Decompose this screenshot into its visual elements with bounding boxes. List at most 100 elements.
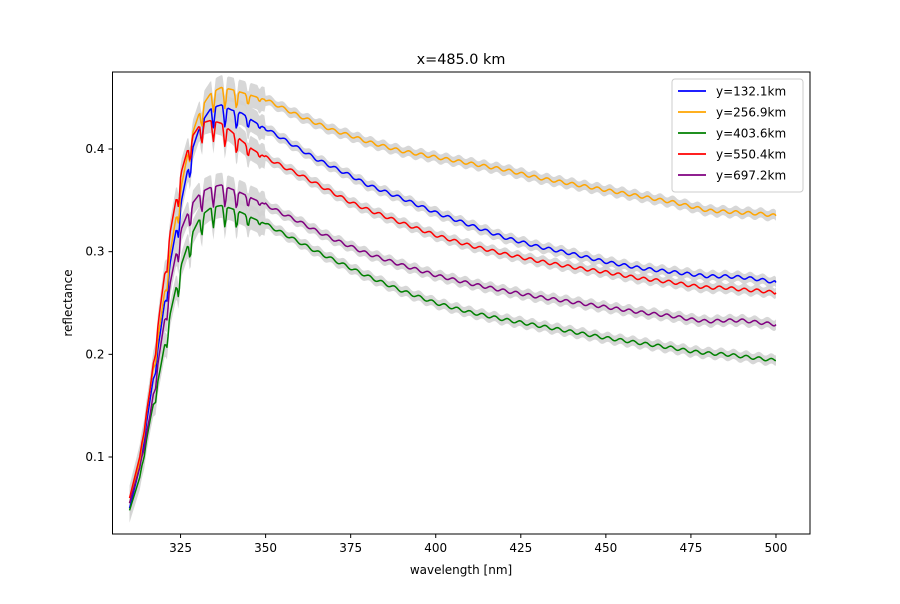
point-y-550-4km-440	[571, 266, 572, 267]
y-tick-label-0-4: 0.4	[85, 142, 104, 156]
point-y-256-9km-350	[265, 99, 266, 100]
axes-frame	[112, 71, 811, 535]
point-y-132-1km-340	[231, 109, 232, 110]
point-y-256-9km-460	[639, 196, 640, 197]
point-y-132-1km-360	[299, 148, 300, 149]
x-tick-label-500: 500	[765, 541, 788, 555]
point-y-550-4km-450	[605, 272, 606, 273]
x-axis-label: wavelength [nm]	[410, 563, 512, 577]
point-y-132-1km-355	[282, 138, 283, 139]
point-y-132-1km-500	[775, 282, 776, 283]
point-y-403-6km-334	[211, 207, 212, 208]
y-tick-label-0-2: 0.2	[85, 347, 104, 361]
point-y-132-1km-350	[265, 128, 266, 129]
point-y-550-4km-360	[299, 174, 300, 175]
point-y-697-2km-331	[200, 192, 201, 193]
point-y-132-1km-346	[251, 120, 252, 121]
point-y-697-2km-310	[129, 503, 130, 504]
series-line-y-132-1km	[128, 104, 777, 509]
point-y-403-6km-430	[537, 325, 538, 326]
point-y-256-9km-346	[251, 95, 252, 96]
point-y-697-2km-322	[170, 282, 171, 283]
point-y-256-9km-370	[333, 130, 334, 131]
point-y-550-4km-337	[221, 123, 222, 124]
y-axis-label: reflectance	[61, 269, 75, 336]
point-y-132-1km-337	[221, 104, 222, 105]
point-y-256-9km-420	[503, 169, 504, 170]
point-y-550-4km-380	[367, 209, 368, 210]
point-y-403-6km-475	[690, 351, 691, 352]
point-y-403-6km-410	[469, 312, 470, 313]
point-y-550-4km-365	[316, 183, 317, 184]
point-y-550-4km-343	[241, 140, 242, 141]
point-y-697-2km-500	[775, 324, 776, 325]
point-y-132-1km-370	[333, 167, 334, 168]
point-y-550-4km-340	[231, 131, 232, 132]
band-y-403-6km	[129, 193, 776, 523]
point-y-132-1km-480	[707, 276, 708, 277]
point-y-697-2km-360	[299, 221, 300, 222]
point-y-550-4km-470	[673, 282, 674, 283]
point-y-550-4km-480	[707, 287, 708, 288]
point-y-697-2km-365	[316, 231, 317, 232]
point-y-550-4km-390	[401, 222, 402, 223]
legend: y=132.1km y=256.9km y=403.6km y=550.4km y=69…	[671, 78, 804, 193]
point-y-256-9km-440	[571, 183, 572, 184]
point-y-697-2km-316	[149, 415, 150, 416]
point-y-403-6km-322	[170, 313, 171, 314]
point-y-550-4km-490	[741, 289, 742, 290]
point-y-132-1km-380	[367, 184, 368, 185]
point-y-697-2km-410	[469, 283, 470, 284]
point-y-256-9km-380	[367, 141, 368, 142]
point-y-256-9km-400	[435, 157, 436, 158]
point-y-550-4km-310	[129, 497, 130, 498]
point-y-403-6km-490	[741, 356, 742, 357]
point-y-256-9km-334	[211, 92, 212, 93]
x-axis: 325 350 375 400 425 450 475 500	[169, 534, 787, 555]
legend-box	[671, 78, 804, 193]
point-y-403-6km-380	[367, 276, 368, 277]
point-y-550-4km-350	[265, 157, 266, 158]
point-y-132-1km-322	[170, 261, 171, 262]
point-y-550-4km-500	[775, 292, 776, 293]
y-axis: 0.1 0.2 0.3 0.4	[85, 142, 113, 464]
point-y-697-2km-380	[367, 253, 368, 254]
point-y-403-6km-328	[190, 236, 191, 237]
point-y-697-2km-450	[605, 307, 606, 308]
point-y-697-2km-340	[231, 188, 232, 189]
point-y-403-6km-485	[724, 354, 725, 355]
point-y-550-4km-355	[282, 166, 283, 167]
point-y-256-9km-470	[673, 202, 674, 203]
point-y-403-6km-337	[221, 205, 222, 206]
y-tick-label-0-3: 0.3	[85, 245, 104, 259]
point-y-256-9km-410	[469, 163, 470, 164]
point-y-403-6km-310	[129, 510, 130, 511]
point-y-550-4km-430	[537, 260, 538, 261]
point-y-550-4km-410	[469, 245, 470, 246]
x-tick-label-425: 425	[509, 541, 532, 555]
point-y-132-1km-430	[537, 246, 538, 247]
series-lines	[128, 86, 777, 511]
x-tick-label-375: 375	[339, 541, 362, 555]
point-y-550-4km-322	[170, 231, 171, 232]
point-y-256-9km-475	[690, 206, 691, 207]
point-y-550-4km-346	[251, 148, 252, 149]
x-tick-label-475: 475	[679, 541, 702, 555]
point-y-403-6km-340	[231, 208, 232, 209]
point-y-256-9km-319	[160, 323, 161, 324]
point-y-403-6km-450	[605, 337, 606, 338]
point-y-403-6km-460	[639, 342, 640, 343]
point-y-550-4km-319	[160, 308, 161, 309]
point-y-697-2km-355	[282, 213, 283, 214]
point-y-132-1km-375	[350, 175, 351, 176]
point-y-132-1km-390	[401, 198, 402, 199]
point-y-403-6km-365	[316, 251, 317, 252]
point-y-256-9km-500	[775, 215, 776, 216]
point-y-132-1km-450	[605, 261, 606, 262]
point-y-403-6km-470	[673, 348, 674, 349]
point-y-550-4km-495	[758, 290, 759, 291]
point-y-132-1km-420	[503, 237, 504, 238]
point-y-403-6km-346	[251, 217, 252, 218]
legend-label-y-697-2km: y=697.2km	[716, 169, 786, 183]
